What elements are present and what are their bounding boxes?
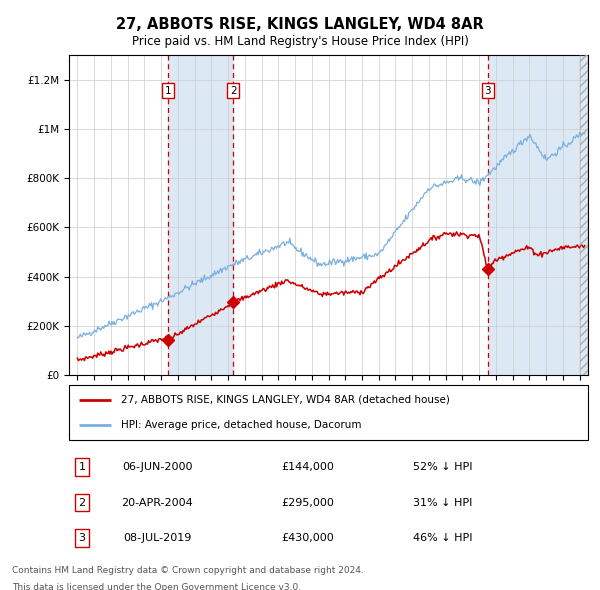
Text: 3: 3 xyxy=(79,533,85,543)
FancyBboxPatch shape xyxy=(69,385,588,440)
Text: 2: 2 xyxy=(230,86,236,96)
Text: 1: 1 xyxy=(165,86,172,96)
Text: 52% ↓ HPI: 52% ↓ HPI xyxy=(413,462,472,472)
Text: This data is licensed under the Open Government Licence v3.0.: This data is licensed under the Open Gov… xyxy=(12,583,301,590)
Text: 2: 2 xyxy=(79,497,86,507)
Text: 06-JUN-2000: 06-JUN-2000 xyxy=(122,462,193,472)
Bar xyxy=(168,55,233,375)
Text: 31% ↓ HPI: 31% ↓ HPI xyxy=(413,497,472,507)
Text: 3: 3 xyxy=(485,86,491,96)
Text: HPI: Average price, detached house, Dacorum: HPI: Average price, detached house, Daco… xyxy=(121,420,361,430)
Text: 20-APR-2004: 20-APR-2004 xyxy=(121,497,193,507)
Text: 46% ↓ HPI: 46% ↓ HPI xyxy=(413,533,472,543)
Text: Contains HM Land Registry data © Crown copyright and database right 2024.: Contains HM Land Registry data © Crown c… xyxy=(12,566,364,575)
Text: £144,000: £144,000 xyxy=(281,462,334,472)
Bar xyxy=(488,55,588,375)
Text: 27, ABBOTS RISE, KINGS LANGLEY, WD4 8AR: 27, ABBOTS RISE, KINGS LANGLEY, WD4 8AR xyxy=(116,17,484,32)
Text: 27, ABBOTS RISE, KINGS LANGLEY, WD4 8AR (detached house): 27, ABBOTS RISE, KINGS LANGLEY, WD4 8AR … xyxy=(121,395,450,405)
Text: 1: 1 xyxy=(79,462,85,472)
Text: Price paid vs. HM Land Registry's House Price Index (HPI): Price paid vs. HM Land Registry's House … xyxy=(131,35,469,48)
Text: £430,000: £430,000 xyxy=(281,533,334,543)
Text: 08-JUL-2019: 08-JUL-2019 xyxy=(123,533,191,543)
Text: £295,000: £295,000 xyxy=(281,497,334,507)
